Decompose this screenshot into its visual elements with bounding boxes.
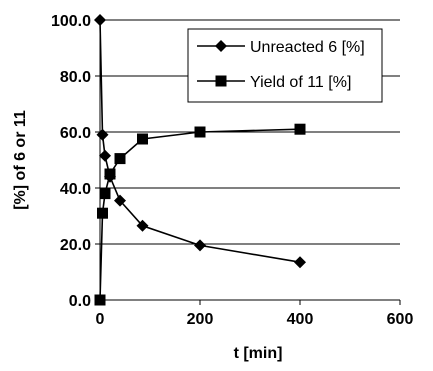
data-point-square — [137, 133, 148, 145]
y-tick-label: 60.0 — [60, 125, 91, 142]
data-point-square — [94, 294, 106, 306]
data-point-square — [215, 75, 227, 87]
legend-label: Yield of 11 [%] — [250, 74, 351, 91]
legend: Unreacted 6 [%] Yield of 11 [%] — [187, 28, 383, 103]
x-tick-label: 600 — [387, 311, 414, 328]
y-tick-label: 0.0 — [69, 293, 91, 310]
x-tick-label: 200 — [187, 311, 214, 328]
data-point-diamond — [215, 40, 227, 52]
data-point-diamond — [114, 194, 126, 207]
data-point-square — [99, 188, 111, 200]
data-point-diamond — [136, 219, 149, 232]
y-tick-label: 100.0 — [51, 13, 91, 30]
data-point-diamond — [294, 256, 306, 269]
x-tick-label: 400 — [287, 311, 314, 328]
data-point-square — [114, 153, 126, 165]
series-layer — [94, 14, 306, 306]
data-point-diamond — [94, 14, 106, 26]
x-tick-labels: 0 200 400 600 — [96, 311, 414, 328]
legend-box — [187, 28, 383, 103]
data-point-square — [194, 126, 206, 138]
data-point-square — [97, 207, 108, 219]
y-tick-label: 20.0 — [60, 237, 91, 254]
data-point-square — [104, 168, 116, 180]
data-point-diamond — [99, 149, 111, 162]
y-axis-title: [%] of 6 or 11 — [12, 110, 29, 210]
legend-label: Unreacted 6 [%] — [250, 39, 365, 56]
y-tick-labels: 0.0 20.0 40.0 60.0 80.0 100.0 — [51, 13, 91, 310]
series-unreacted-6 — [94, 14, 306, 269]
x-axis-title: t [min] — [234, 345, 283, 362]
data-point-diamond — [194, 239, 206, 252]
x-tick-label: 0 — [96, 311, 105, 328]
y-tick-label: 40.0 — [60, 181, 91, 198]
series-yield-11 — [94, 123, 306, 306]
series-line — [99, 128, 301, 301]
y-tick-label: 80.0 — [60, 69, 91, 86]
data-point-square — [294, 123, 306, 135]
data-point-diamond — [96, 128, 109, 141]
